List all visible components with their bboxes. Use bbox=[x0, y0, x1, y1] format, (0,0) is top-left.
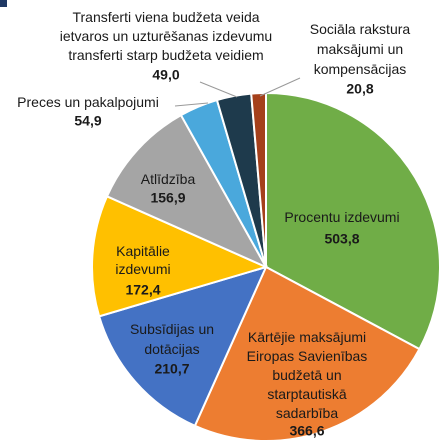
pie-slice bbox=[105, 113, 269, 270]
slice-label: Procentu izdevumi bbox=[284, 209, 399, 225]
value-label: 172,4 bbox=[125, 282, 160, 298]
value-label: 54,9 bbox=[74, 113, 101, 129]
leader-line bbox=[199, 81, 238, 98]
slice-label: Kārtējie maksājumi Eiropas Savienības budž… bbox=[247, 329, 368, 421]
leader-line bbox=[259, 77, 301, 97]
slice-label: Sociāla rakstura maksājumi un kompensācija… bbox=[310, 21, 411, 77]
value-label: 156,9 bbox=[150, 190, 185, 206]
pie-slice bbox=[91, 195, 269, 318]
corner-marker bbox=[0, 0, 7, 7]
slice-label: Transferti viena budžeta veida ietvaros u… bbox=[60, 9, 272, 63]
value-label: 503,8 bbox=[324, 231, 359, 247]
value-label: 49,0 bbox=[152, 67, 179, 83]
slice-label: Preces un pakalpojumi bbox=[17, 94, 159, 110]
leader-line bbox=[174, 102, 209, 107]
value-label: 210,7 bbox=[154, 361, 189, 377]
value-label: 366,6 bbox=[289, 423, 324, 439]
slice-label: Atlīdzība bbox=[141, 171, 196, 187]
pie-slice bbox=[97, 265, 268, 428]
pie-slice bbox=[265, 91, 441, 351]
pie-slice bbox=[193, 265, 421, 442]
slice-label: Subsīdijas un dotācijas bbox=[130, 321, 214, 357]
slice-label: Kapitālie izdevumi bbox=[115, 243, 170, 277]
value-label: 20,8 bbox=[346, 81, 373, 97]
